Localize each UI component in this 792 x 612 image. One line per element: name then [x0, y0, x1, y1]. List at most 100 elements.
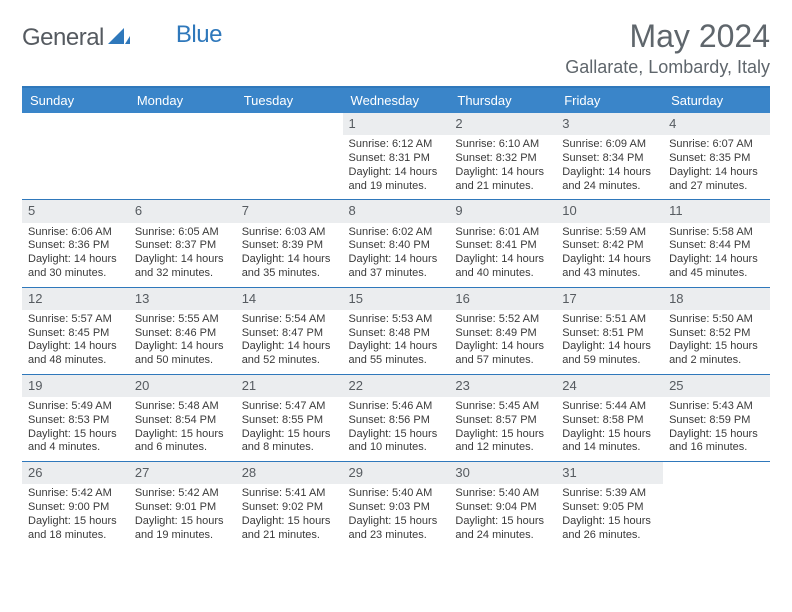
weekday-header: Saturday [663, 88, 770, 113]
day-details: Sunrise: 5:48 AMSunset: 8:54 PMDaylight:… [135, 400, 230, 455]
weekday-header-row: SundayMondayTuesdayWednesdayThursdayFrid… [22, 88, 770, 113]
calendar-week-row: 19 Sunrise: 5:49 AMSunset: 8:53 PMDayligh… [22, 374, 770, 461]
day-details: Sunrise: 6:09 AMSunset: 8:34 PMDaylight:… [562, 138, 657, 193]
weekday-header: Sunday [22, 88, 129, 113]
day-number: 27 [129, 462, 236, 484]
weekday-header: Friday [556, 88, 663, 113]
day-details: Sunrise: 5:40 AMSunset: 9:04 PMDaylight:… [455, 487, 550, 542]
day-number: 26 [22, 462, 129, 484]
day-details: Sunrise: 5:54 AMSunset: 8:47 PMDaylight:… [242, 313, 337, 368]
day-number: 28 [236, 462, 343, 484]
calendar-day-cell: 31 Sunrise: 5:39 AMSunset: 9:05 PMDayligh… [556, 462, 663, 549]
calendar-day-cell: 19 Sunrise: 5:49 AMSunset: 8:53 PMDayligh… [22, 374, 129, 461]
calendar-day-cell: 30 Sunrise: 5:40 AMSunset: 9:04 PMDayligh… [449, 462, 556, 549]
weekday-header: Monday [129, 88, 236, 113]
day-details: Sunrise: 5:41 AMSunset: 9:02 PMDaylight:… [242, 487, 337, 542]
calendar-day-cell: 2Sunrise: 6:10 AMSunset: 8:32 PMDaylight… [449, 113, 556, 200]
day-details: Sunrise: 6:12 AMSunset: 8:31 PMDaylight:… [349, 138, 444, 193]
day-number: 21 [236, 375, 343, 397]
day-number: 8 [343, 200, 450, 222]
calendar-day-cell: 26Sunrise: 5:42 AMSunset: 9:00 PMDayligh… [22, 462, 129, 549]
day-details: Sunrise: 6:06 AMSunset: 8:36 PMDaylight:… [28, 226, 123, 281]
day-number: 6 [129, 200, 236, 222]
day-details: Sunrise: 5:52 AMSunset: 8:49 PMDaylight:… [455, 313, 550, 368]
day-number: 14 [236, 288, 343, 310]
day-number: 4 [663, 113, 770, 135]
day-details: Sunrise: 6:10 AMSunset: 8:32 PMDaylight:… [455, 138, 550, 193]
brand-part2: Blue [176, 21, 222, 49]
day-details: Sunrise: 5:59 AMSunset: 8:42 PMDaylight:… [562, 226, 657, 281]
calendar-day-cell: 12 Sunrise: 5:57 AMSunset: 8:45 PMDayligh… [22, 287, 129, 374]
day-details: Sunrise: 6:02 AMSunset: 8:40 PMDaylight:… [349, 226, 444, 281]
calendar-day-cell: 7 Sunrise: 6:03 AMSunset: 8:39 PMDaylight… [236, 200, 343, 287]
day-number: 1 [343, 113, 450, 135]
day-number: 11 [663, 200, 770, 222]
calendar-day-cell: 25Sunrise: 5:43 AMSunset: 8:59 PMDayligh… [663, 374, 770, 461]
day-number: 10 [556, 200, 663, 222]
day-details: Sunrise: 5:57 AMSunset: 8:45 PMDaylight:… [28, 313, 123, 368]
day-number: 31 [556, 462, 663, 484]
day-details: Sunrise: 5:50 AMSunset: 8:52 PMDaylight:… [669, 313, 764, 368]
day-details: Sunrise: 6:07 AMSunset: 8:35 PMDaylight:… [669, 138, 764, 193]
day-number: 29 [343, 462, 450, 484]
calendar-day-cell: 8 Sunrise: 6:02 AMSunset: 8:40 PMDaylight… [343, 200, 450, 287]
calendar-day-cell: 29Sunrise: 5:40 AMSunset: 9:03 PMDayligh… [343, 462, 450, 549]
calendar-day-cell: 6 Sunrise: 6:05 AMSunset: 8:37 PMDaylight… [129, 200, 236, 287]
weekday-header: Thursday [449, 88, 556, 113]
day-number: 5 [22, 200, 129, 222]
day-number: 9 [449, 200, 556, 222]
day-details: Sunrise: 5:49 AMSunset: 8:53 PMDaylight:… [28, 400, 123, 455]
day-details: Sunrise: 5:47 AMSunset: 8:55 PMDaylight:… [242, 400, 337, 455]
day-details: Sunrise: 5:58 AMSunset: 8:44 PMDaylight:… [669, 226, 764, 281]
calendar-day-cell: 4 Sunrise: 6:07 AMSunset: 8:35 PMDaylight… [663, 113, 770, 200]
day-number: 30 [449, 462, 556, 484]
day-number: 25 [663, 375, 770, 397]
day-details: Sunrise: 6:01 AMSunset: 8:41 PMDaylight:… [455, 226, 550, 281]
calendar-day-cell: 18 Sunrise: 5:50 AMSunset: 8:52 PMDayligh… [663, 287, 770, 374]
calendar-day-cell: 10 Sunrise: 5:59 AMSunset: 8:42 PMDayligh… [556, 200, 663, 287]
calendar-day-cell: 23 Sunrise: 5:45 AMSunset: 8:57 PMDayligh… [449, 374, 556, 461]
calendar-day-cell: 17 Sunrise: 5:51 AMSunset: 8:51 PMDayligh… [556, 287, 663, 374]
day-number: 3 [556, 113, 663, 135]
calendar-day-cell: 24 Sunrise: 5:44 AMSunset: 8:58 PMDayligh… [556, 374, 663, 461]
calendar-day-cell: 15 Sunrise: 5:53 AMSunset: 8:48 PMDayligh… [343, 287, 450, 374]
day-number: 24 [556, 375, 663, 397]
day-details: Sunrise: 6:03 AMSunset: 8:39 PMDaylight:… [242, 226, 337, 281]
brand-logo: General Blue [22, 18, 222, 52]
header-bar: General Blue May 2024 Gallarate, Lombard… [22, 18, 770, 78]
calendar-day-cell [236, 113, 343, 200]
calendar-day-cell: 20Sunrise: 5:48 AMSunset: 8:54 PMDayligh… [129, 374, 236, 461]
calendar-day-cell: 1 Sunrise: 6:12 AMSunset: 8:31 PMDaylight… [343, 113, 450, 200]
calendar-table: SundayMondayTuesdayWednesdayThursdayFrid… [22, 88, 770, 548]
day-number: 22 [343, 375, 450, 397]
day-details: Sunrise: 6:05 AMSunset: 8:37 PMDaylight:… [135, 226, 230, 281]
calendar-day-cell: 28 Sunrise: 5:41 AMSunset: 9:02 PMDayligh… [236, 462, 343, 549]
day-number: 13 [129, 288, 236, 310]
calendar-day-cell [22, 113, 129, 200]
calendar-week-row: 5 Sunrise: 6:06 AMSunset: 8:36 PMDaylight… [22, 200, 770, 287]
day-number: 12 [22, 288, 129, 310]
day-number: 17 [556, 288, 663, 310]
day-details: Sunrise: 5:55 AMSunset: 8:46 PMDaylight:… [135, 313, 230, 368]
day-number: 23 [449, 375, 556, 397]
day-number: 15 [343, 288, 450, 310]
day-number: 7 [236, 200, 343, 222]
day-details: Sunrise: 5:45 AMSunset: 8:57 PMDaylight:… [455, 400, 550, 455]
day-details: Sunrise: 5:53 AMSunset: 8:48 PMDaylight:… [349, 313, 444, 368]
calendar-day-cell: 3 Sunrise: 6:09 AMSunset: 8:34 PMDaylight… [556, 113, 663, 200]
calendar-week-row: 12 Sunrise: 5:57 AMSunset: 8:45 PMDayligh… [22, 287, 770, 374]
brand-part1: General [22, 24, 104, 52]
calendar-day-cell: 13 Sunrise: 5:55 AMSunset: 8:46 PMDayligh… [129, 287, 236, 374]
calendar-day-cell: 16 Sunrise: 5:52 AMSunset: 8:49 PMDayligh… [449, 287, 556, 374]
calendar-day-cell: 22Sunrise: 5:46 AMSunset: 8:56 PMDayligh… [343, 374, 450, 461]
calendar-week-row: 1 Sunrise: 6:12 AMSunset: 8:31 PMDaylight… [22, 113, 770, 200]
day-details: Sunrise: 5:51 AMSunset: 8:51 PMDaylight:… [562, 313, 657, 368]
day-number: 16 [449, 288, 556, 310]
calendar-week-row: 26Sunrise: 5:42 AMSunset: 9:00 PMDayligh… [22, 462, 770, 549]
day-number: 18 [663, 288, 770, 310]
day-details: Sunrise: 5:44 AMSunset: 8:58 PMDaylight:… [562, 400, 657, 455]
day-number: 19 [22, 375, 129, 397]
day-details: Sunrise: 5:39 AMSunset: 9:05 PMDaylight:… [562, 487, 657, 542]
month-title: May 2024 [565, 18, 770, 55]
calendar-day-cell [663, 462, 770, 549]
